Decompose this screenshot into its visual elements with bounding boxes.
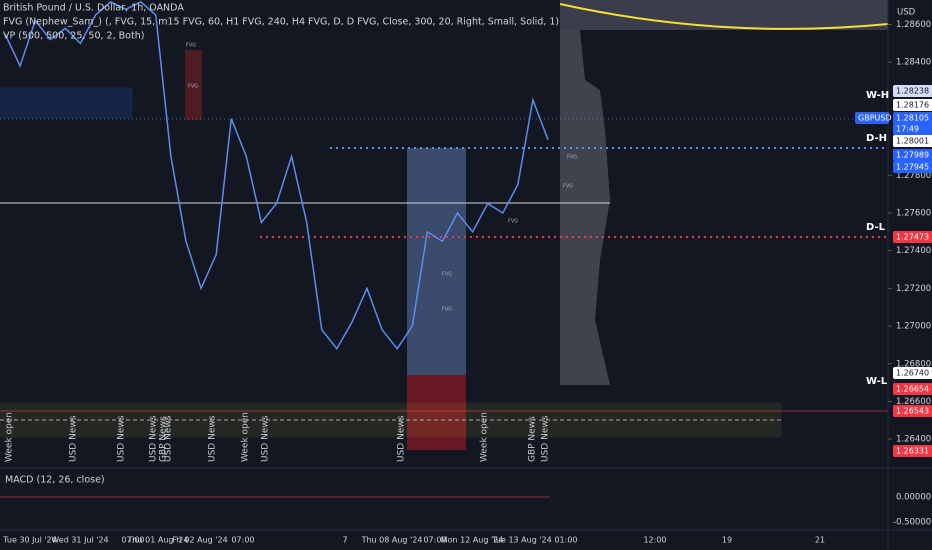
price-tag	[893, 445, 932, 457]
time-label: Tue 13 Aug '24	[491, 536, 551, 545]
event-label: Week open	[480, 412, 490, 462]
time-label: 12:00	[643, 536, 666, 545]
time-label: 01:00	[554, 536, 577, 545]
event-label: USD News	[69, 415, 79, 462]
time-label: Fri 02 Aug '24	[172, 536, 227, 545]
y-tick-label: 1.28600	[896, 20, 931, 30]
price-tag	[893, 123, 932, 135]
price-tag-label: 1.26331	[896, 447, 929, 456]
level-label: D-H	[866, 133, 887, 144]
event-label: USD News	[261, 415, 271, 462]
fvg-tag: FVG	[508, 219, 518, 225]
price-tag-label: 1.28176	[896, 101, 929, 110]
price-tag-label: 1.28001	[896, 137, 929, 146]
price-tag	[893, 231, 932, 243]
event-label: Week open	[5, 412, 15, 462]
event-label: USD News	[397, 415, 407, 462]
y-tick-label: 1.27200	[896, 284, 931, 294]
price-tag	[855, 112, 889, 124]
yellow-curve	[559, 3, 889, 30]
event-label: GBP News	[159, 416, 169, 462]
symbol-title: British Pound / U.S. Dollar, 1h, OANDA	[3, 3, 184, 14]
event-label: USD News	[541, 415, 551, 462]
y-tick-label: 1.27800	[896, 171, 931, 181]
volume-profile-top	[560, 0, 888, 30]
price-tag-label: 1.28105	[896, 114, 929, 123]
time-label: 07:00	[121, 536, 144, 545]
level-label: D-L	[866, 222, 886, 233]
macd-tick: 0.00000	[896, 493, 931, 503]
y-tick-label: 1.27400	[896, 246, 931, 256]
price-tag-label: 1.26740	[896, 369, 929, 378]
y-tick-label: 1.26600	[896, 397, 931, 407]
currency: USD	[897, 8, 916, 18]
price-tag	[893, 149, 932, 161]
price-tag-label: 1.26654	[896, 385, 929, 394]
price-tag	[893, 405, 932, 417]
price-tag	[893, 99, 932, 111]
price-tag	[893, 112, 932, 124]
time-label: 21	[815, 536, 825, 545]
price-tag	[893, 85, 932, 97]
level-label: W-L	[866, 376, 888, 387]
price-tag-label: 1.27473	[896, 233, 929, 242]
event-label: USD News	[117, 415, 127, 462]
time-label: 07:00	[231, 536, 254, 545]
event-label: USD News	[149, 415, 159, 462]
fvg-tag: FVG	[442, 307, 452, 313]
y-tick-label: 1.28400	[896, 58, 931, 68]
price-tag	[893, 161, 932, 173]
price-tag	[893, 135, 932, 147]
price-tag-label: 17:49	[896, 125, 919, 134]
price-tag-label: 1.28238	[896, 87, 929, 96]
time-label: 19	[722, 536, 732, 545]
y-tick-label: 1.26800	[896, 359, 931, 369]
vp-indicator: VP (500, 500, 25, 50, 2, Both)	[3, 31, 144, 42]
fvg-tag: FVG	[188, 84, 198, 90]
event-label: USD News	[164, 415, 174, 462]
long-position-zone	[407, 148, 466, 375]
blue-zone	[0, 87, 133, 119]
macd-tick: -0.50000	[893, 518, 931, 528]
event-label: USD News	[208, 415, 218, 462]
price-line	[4, 1, 549, 351]
event-label: Week open	[241, 412, 251, 462]
event-label: GBP News	[528, 416, 538, 462]
macd-title: MACD (12, 26, close)	[5, 475, 105, 486]
time-label: 7	[342, 536, 347, 545]
level-label: W-H	[866, 90, 889, 101]
time-label: Thu 01 Aug '24	[127, 536, 189, 545]
price-tag-label: GBPUSD	[858, 114, 892, 123]
price-tag	[893, 383, 932, 395]
fvg-tag: FVG	[563, 184, 573, 190]
time-label: Tue 30 Jul '24	[2, 536, 57, 545]
price-tag-label: 1.27945	[896, 163, 929, 172]
time-label: Thu 08 Aug '24	[361, 536, 423, 545]
fvg-indicator: FVG (Nephew_Sam_) (, FVG, 15, m15 FVG, 6…	[3, 17, 559, 28]
fvg-tag: FVG	[186, 43, 196, 49]
yellow-zone	[0, 402, 782, 438]
stop-zone	[407, 375, 466, 450]
fvg-zone	[185, 50, 202, 120]
fvg-tag: FVG	[567, 155, 577, 161]
time-label: 07:00	[423, 536, 446, 545]
time-label: Wed 31 Jul '24	[51, 536, 108, 545]
price-tag-label: 1.27989	[896, 151, 929, 160]
price-tag	[893, 367, 932, 379]
time-label: Mon 12 Aug '24	[441, 536, 504, 545]
y-tick-label: 1.27600	[896, 208, 931, 218]
price-tag-label: 1.26543	[896, 407, 929, 416]
fvg-tag: FVG	[442, 272, 452, 278]
y-tick-label: 1.26400	[896, 435, 931, 445]
y-tick-label: 1.27000	[896, 322, 931, 332]
